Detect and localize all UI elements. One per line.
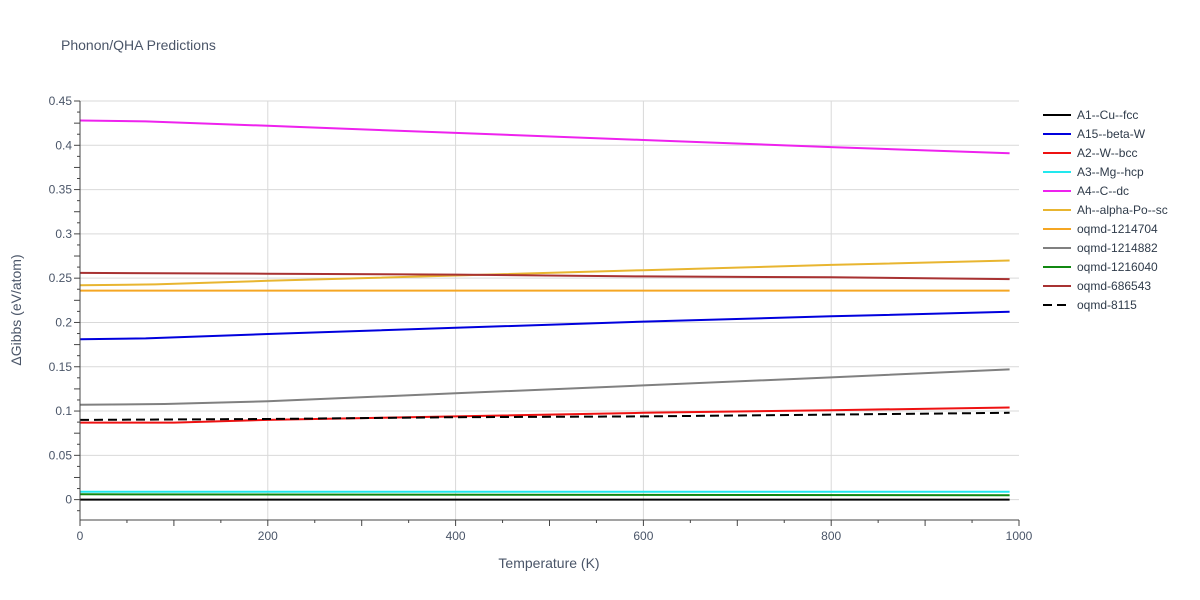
legend: A1--Cu--fcc A15--beta-W A2--W--bcc A3--Mg--… <box>1043 108 1168 312</box>
grid <box>80 100 1019 520</box>
legend-label: Ah--alpha-Po--sc <box>1077 203 1168 217</box>
legend-label: oqmd-8115 <box>1077 298 1137 312</box>
y-tick-label: 0.3 <box>55 227 72 241</box>
x-tick-label: 1000 <box>1006 529 1033 543</box>
y-axis-title: ΔGibbs (eV/atom) <box>8 254 24 365</box>
axes: 0 200 400 600 800 1000 0 0.05 0.1 0.15 0.2 0.25 0.3 0… <box>49 94 1033 543</box>
x-tick-label: 400 <box>446 529 466 543</box>
y-tick-label: 0.45 <box>49 94 73 108</box>
series-line-A4--C--dc <box>79 119 1010 155</box>
y-tick-label: 0.05 <box>49 448 73 462</box>
plot-area <box>79 119 1010 501</box>
series-line-oqmd-8115 <box>79 411 1010 421</box>
x-tick-label: 800 <box>821 529 841 543</box>
legend-label: oqmd-1214704 <box>1077 222 1158 236</box>
legend-label: A15--beta-W <box>1077 127 1146 141</box>
y-tick-label: 0.4 <box>55 138 72 152</box>
y-tick-label: 0.15 <box>49 360 73 374</box>
legend-label: A2--W--bcc <box>1077 146 1137 160</box>
legend-label: A4--C--dc <box>1077 184 1129 198</box>
x-tick-label: 200 <box>258 529 278 543</box>
legend-label: A3--Mg--hcp <box>1077 165 1144 179</box>
legend-label: oqmd-686543 <box>1077 279 1151 293</box>
chart-title: Phonon/QHA Predictions <box>61 37 216 53</box>
series-line-oqmd-686543 <box>79 271 1010 281</box>
x-tick-label: 0 <box>77 529 84 543</box>
series-line-oqmd-1214882 <box>79 368 1010 406</box>
legend-label: A1--Cu--fcc <box>1077 108 1138 122</box>
legend-label: oqmd-1216040 <box>1077 260 1158 274</box>
series-line-oqmd-1216040 <box>79 493 1010 497</box>
x-tick-label: 600 <box>633 529 653 543</box>
y-tick-label: 0.25 <box>49 271 73 285</box>
y-tick-label: 0.35 <box>49 183 73 197</box>
y-tick-label: 0.2 <box>55 315 72 329</box>
x-axis-title: Temperature (K) <box>498 555 599 571</box>
series-line-A15--beta-W <box>79 310 1010 341</box>
y-tick-label: 0 <box>65 493 72 507</box>
legend-label: oqmd-1214882 <box>1077 241 1158 255</box>
series-line-A2--W--bcc <box>80 406 1010 424</box>
y-tick-label: 0.1 <box>55 404 72 418</box>
